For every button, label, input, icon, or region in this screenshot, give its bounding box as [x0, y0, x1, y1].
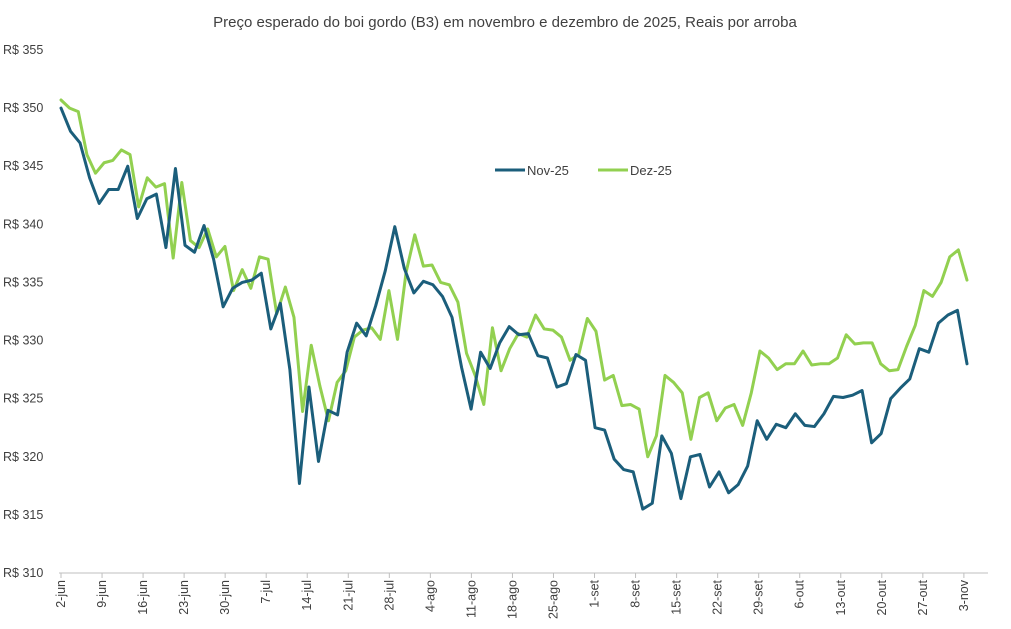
- y-tick-label: R$ 335: [3, 275, 43, 289]
- x-tick-label: 18-ago: [505, 580, 519, 619]
- legend-label: Dez-25: [630, 163, 672, 178]
- x-tick-label: 6-out: [793, 579, 807, 608]
- x-tick-label: 1-set: [588, 579, 602, 607]
- y-tick-label: R$ 310: [3, 566, 43, 580]
- x-tick-label: 28-jul: [382, 580, 396, 611]
- x-tick-label: 15-set: [670, 579, 684, 614]
- x-tick-label: 2-jun: [54, 580, 68, 608]
- y-tick-label: R$ 325: [3, 392, 43, 406]
- x-tick-label: 23-jun: [177, 580, 191, 615]
- series-line-nov-25: [59, 106, 969, 511]
- x-tick-label: 4-ago: [423, 580, 437, 612]
- y-tick-label: R$ 320: [3, 450, 43, 464]
- y-tick-label: R$ 315: [3, 508, 43, 522]
- y-tick-label: R$ 345: [3, 159, 43, 173]
- x-tick-label: 22-set: [711, 579, 725, 614]
- chart-title: Preço esperado do boi gordo (B3) em nove…: [213, 14, 797, 31]
- x-tick-label: 14-jul: [300, 580, 314, 611]
- y-axis: R$ 310 R$ 315 R$ 320 R$ 325 R$ 330 R$ 335 R$ 3…: [3, 43, 43, 580]
- series-line-dez-25: [59, 98, 969, 459]
- x-tick-label: 11-ago: [464, 580, 478, 618]
- y-tick-label: R$ 350: [3, 101, 43, 115]
- x-tick-label: 27-out: [916, 579, 930, 615]
- x-tick-label: 20-out: [875, 579, 889, 615]
- y-tick-label: R$ 355: [3, 43, 43, 57]
- x-tick-label: 8-set: [629, 579, 643, 607]
- x-tick-label: 21-jul: [341, 580, 355, 611]
- plot-area: [59, 98, 969, 511]
- x-tick-label: 13-out: [834, 579, 848, 615]
- legend: Nov-25 Dez-25: [495, 163, 672, 178]
- y-tick-label: R$ 340: [3, 217, 43, 231]
- x-axis: 2-jun 9-jun 16-jun 23-jun 30-jun 7-jul 14-jul 2…: [54, 572, 988, 619]
- x-tick-label: 29-set: [752, 579, 766, 614]
- legend-label: Nov-25: [527, 163, 569, 178]
- x-tick-label: 7-jul: [259, 580, 273, 604]
- x-tick-label: 30-jun: [218, 580, 232, 615]
- x-tick-label: 9-jun: [95, 580, 109, 608]
- y-tick-label: R$ 330: [3, 334, 43, 348]
- x-tick-label: 3-nov: [957, 579, 971, 611]
- x-tick-label: 25-ago: [546, 580, 560, 619]
- x-tick-label: 16-jun: [136, 580, 150, 615]
